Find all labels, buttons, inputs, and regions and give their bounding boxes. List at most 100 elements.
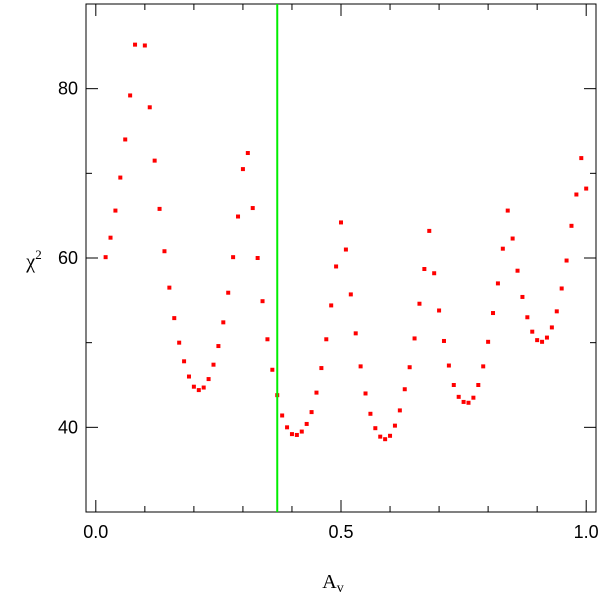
data-point [520, 294, 525, 299]
data-point [491, 311, 496, 316]
data-point [182, 359, 187, 364]
data-point [378, 434, 383, 439]
data-point [280, 413, 285, 418]
data-point [510, 236, 515, 241]
data-point [108, 235, 113, 240]
data-point [402, 387, 407, 392]
data-point [441, 338, 446, 343]
data-point [285, 425, 290, 430]
y-axis-label-main: χ [25, 251, 35, 273]
data-point [250, 206, 255, 211]
data-point [339, 220, 343, 225]
data-point [559, 286, 564, 291]
data-point [515, 268, 520, 273]
data-point [476, 383, 481, 387]
data-point [368, 411, 373, 416]
data-point [363, 391, 368, 396]
data-point [191, 384, 196, 389]
data-point [525, 315, 530, 320]
data-point [437, 308, 442, 313]
data-point [221, 320, 226, 325]
data-point [584, 186, 589, 191]
data-point [427, 228, 432, 233]
data-point [319, 366, 324, 371]
data-point [260, 299, 265, 304]
data-point [245, 151, 250, 156]
x-axis-label-subscript: v [337, 581, 344, 595]
y-tick-label: 80 [58, 79, 78, 99]
data-point [397, 408, 402, 413]
data-point [147, 105, 152, 110]
data-point [309, 410, 314, 415]
x-tick-label: 1.0 [574, 522, 599, 542]
data-point [574, 192, 579, 197]
data-point [162, 249, 167, 254]
data-point [500, 246, 505, 251]
data-point [466, 400, 471, 405]
data-point [123, 137, 128, 142]
data-point [417, 301, 422, 306]
x-axis-label: Av [322, 571, 343, 595]
data-point [373, 426, 378, 431]
data-point [294, 432, 299, 437]
data-point [579, 156, 584, 161]
data-point [128, 93, 133, 98]
data-point [554, 309, 559, 314]
y-axis-label-superscript: 2 [35, 247, 42, 262]
data-point [544, 335, 549, 340]
x-tick-label: 0.0 [83, 522, 108, 542]
data-point [471, 395, 476, 400]
data-point [226, 290, 231, 295]
data-point [211, 362, 216, 367]
data-point [481, 364, 486, 369]
data-point [118, 175, 123, 180]
data-point [329, 303, 334, 308]
data-point [216, 344, 221, 349]
data-point [299, 429, 304, 434]
data-point [358, 364, 363, 369]
data-point [412, 336, 417, 341]
data-point [103, 255, 108, 260]
data-point [383, 437, 388, 442]
axis-tick-labels: 0.0 0.5 1.0 40 60 80 [58, 79, 599, 542]
data-point [196, 388, 201, 393]
data-point [236, 214, 241, 219]
data-point [461, 399, 466, 404]
data-point [456, 394, 461, 399]
data-point [530, 329, 535, 334]
x-tick-label: 0.5 [328, 522, 353, 542]
data-point [388, 433, 393, 438]
data-point [451, 383, 456, 387]
data-point [231, 255, 236, 260]
data-point [343, 247, 348, 252]
plot-frame [85, 3, 597, 513]
axis-ticks [86, 3, 596, 513]
data-point [432, 271, 437, 276]
data-point [167, 285, 172, 290]
data-point [255, 256, 260, 260]
data-series [103, 42, 589, 442]
data-point [142, 43, 147, 48]
data-point [265, 337, 270, 342]
data-point [324, 337, 329, 342]
data-point [569, 223, 574, 228]
data-point [446, 363, 451, 368]
x-axis-label-main: A [322, 571, 337, 593]
data-point [486, 339, 491, 344]
data-point [152, 158, 157, 163]
data-point [540, 339, 545, 344]
y-axis-label: χ2 [25, 247, 41, 273]
data-point [240, 167, 245, 172]
data-point [334, 264, 339, 269]
data-point [133, 42, 138, 47]
data-point [407, 365, 412, 370]
data-point [206, 377, 211, 382]
data-point [422, 267, 427, 272]
data-point [201, 385, 206, 390]
data-point [186, 374, 191, 379]
data-point [304, 421, 309, 426]
data-point [314, 390, 319, 395]
y-tick-label: 60 [58, 248, 78, 268]
data-point [535, 338, 540, 343]
data-point [353, 331, 358, 336]
